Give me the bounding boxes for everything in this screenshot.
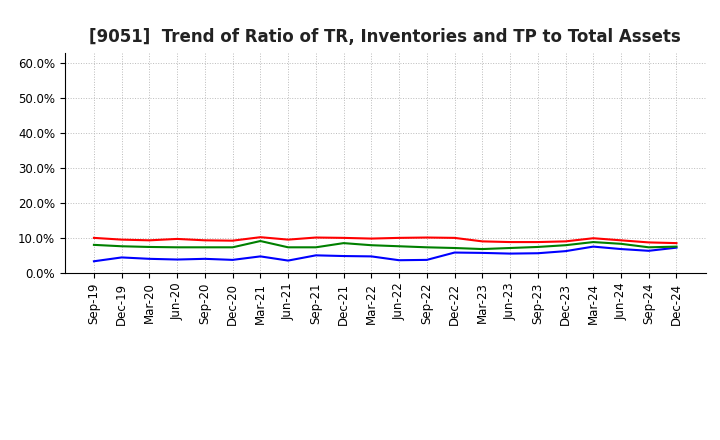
Trade Receivables [589, 235, 598, 241]
Trade Payables [228, 245, 237, 250]
Inventories [312, 253, 320, 258]
Inventories [228, 257, 237, 263]
Inventories [478, 250, 487, 256]
Trade Receivables [561, 239, 570, 244]
Trade Receivables [423, 235, 431, 240]
Title: [9051]  Trend of Ratio of TR, Inventories and TP to Total Assets: [9051] Trend of Ratio of TR, Inventories… [89, 28, 681, 46]
Trade Payables [644, 245, 653, 250]
Trade Receivables [201, 238, 210, 243]
Trade Payables [367, 242, 376, 248]
Trade Receivables [228, 238, 237, 243]
Trade Payables [339, 241, 348, 246]
Trade Payables [201, 245, 210, 250]
Trade Receivables [534, 239, 542, 245]
Trade Payables [312, 245, 320, 250]
Inventories [450, 250, 459, 255]
Trade Receivables [395, 235, 403, 241]
Inventories [534, 251, 542, 256]
Trade Receivables [89, 235, 98, 241]
Line: Trade Payables: Trade Payables [94, 241, 677, 249]
Inventories [616, 246, 625, 252]
Inventories [423, 257, 431, 263]
Trade Payables [117, 244, 126, 249]
Trade Payables [478, 246, 487, 252]
Inventories [284, 258, 292, 263]
Trade Receivables [644, 240, 653, 245]
Trade Receivables [505, 239, 514, 245]
Inventories [339, 253, 348, 259]
Trade Payables [450, 246, 459, 251]
Inventories [672, 245, 681, 250]
Inventories [367, 254, 376, 259]
Line: Inventories: Inventories [94, 246, 677, 261]
Line: Trade Receivables: Trade Receivables [94, 237, 677, 243]
Inventories [561, 249, 570, 254]
Trade Receivables [367, 236, 376, 241]
Inventories [589, 244, 598, 249]
Trade Payables [616, 241, 625, 246]
Trade Receivables [478, 239, 487, 244]
Trade Receivables [145, 238, 154, 243]
Inventories [173, 257, 181, 262]
Inventories [201, 256, 210, 261]
Trade Receivables [312, 235, 320, 240]
Trade Payables [89, 242, 98, 248]
Trade Receivables [117, 237, 126, 242]
Trade Payables [256, 238, 265, 244]
Trade Payables [505, 246, 514, 251]
Trade Payables [173, 245, 181, 250]
Inventories [644, 248, 653, 253]
Trade Payables [534, 244, 542, 249]
Inventories [145, 256, 154, 261]
Trade Receivables [339, 235, 348, 241]
Trade Receivables [672, 241, 681, 246]
Inventories [117, 255, 126, 260]
Trade Payables [589, 239, 598, 245]
Trade Receivables [616, 238, 625, 243]
Inventories [505, 251, 514, 256]
Trade Receivables [173, 236, 181, 242]
Trade Receivables [256, 235, 265, 240]
Trade Payables [672, 244, 681, 249]
Inventories [395, 257, 403, 263]
Inventories [256, 254, 265, 259]
Trade Payables [395, 244, 403, 249]
Inventories [89, 259, 98, 264]
Trade Payables [561, 242, 570, 248]
Trade Payables [145, 244, 154, 249]
Trade Payables [423, 245, 431, 250]
Trade Receivables [284, 237, 292, 242]
Trade Receivables [450, 235, 459, 241]
Legend: Trade Receivables, Inventories, Trade Payables: Trade Receivables, Inventories, Trade Pa… [161, 437, 610, 440]
Trade Payables [284, 245, 292, 250]
